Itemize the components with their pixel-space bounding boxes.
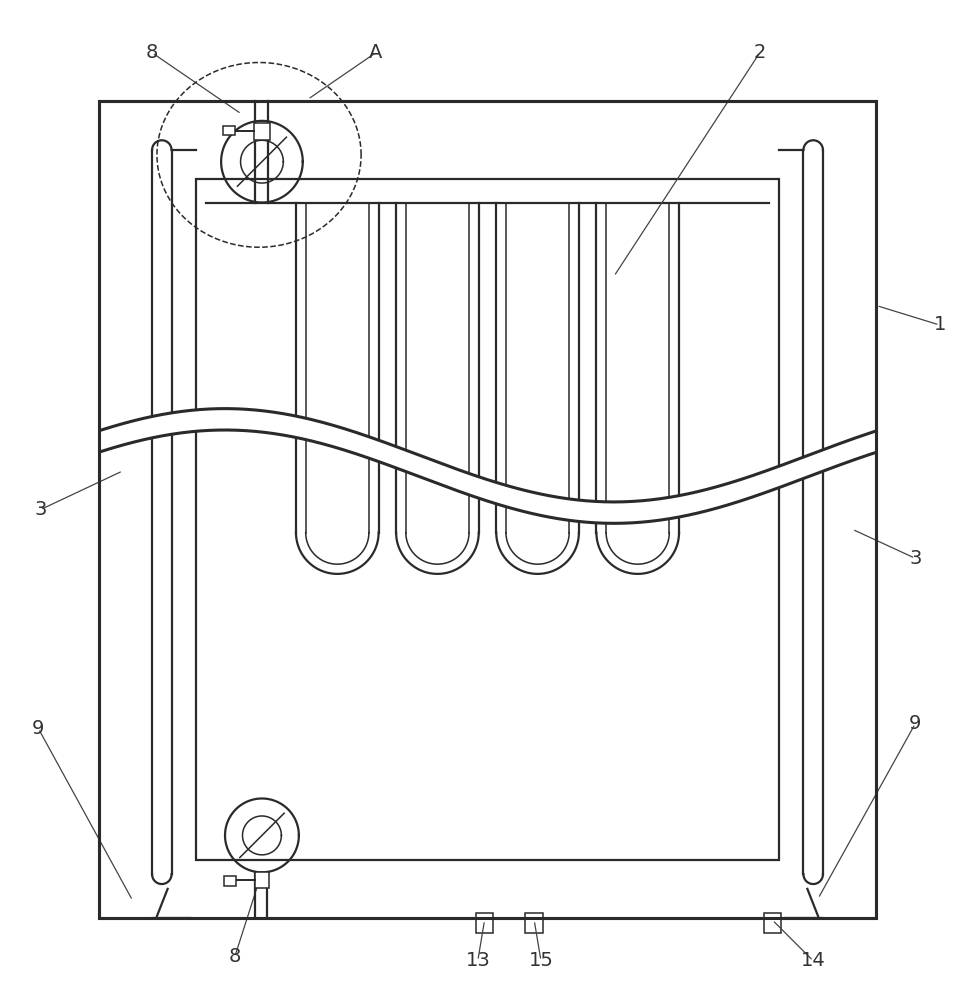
Bar — [763, 913, 781, 933]
Bar — [98, 101, 877, 918]
Bar — [224, 876, 236, 886]
Text: 14: 14 — [800, 951, 826, 970]
Bar — [526, 913, 543, 933]
Bar — [223, 126, 235, 135]
Text: 1: 1 — [933, 315, 946, 334]
Text: 13: 13 — [465, 951, 490, 970]
Text: 15: 15 — [528, 951, 554, 970]
Bar — [255, 872, 269, 888]
Bar — [196, 179, 779, 860]
Text: 8: 8 — [146, 43, 158, 62]
Polygon shape — [100, 409, 875, 523]
Text: 2: 2 — [754, 43, 766, 62]
Text: 8: 8 — [228, 947, 241, 966]
Bar — [98, 101, 877, 918]
Text: 9: 9 — [32, 719, 45, 738]
Text: 9: 9 — [909, 714, 921, 733]
Text: A: A — [369, 43, 382, 62]
Bar — [476, 913, 493, 933]
Bar — [254, 123, 270, 140]
Text: 3: 3 — [34, 500, 47, 519]
Text: 3: 3 — [909, 549, 921, 568]
